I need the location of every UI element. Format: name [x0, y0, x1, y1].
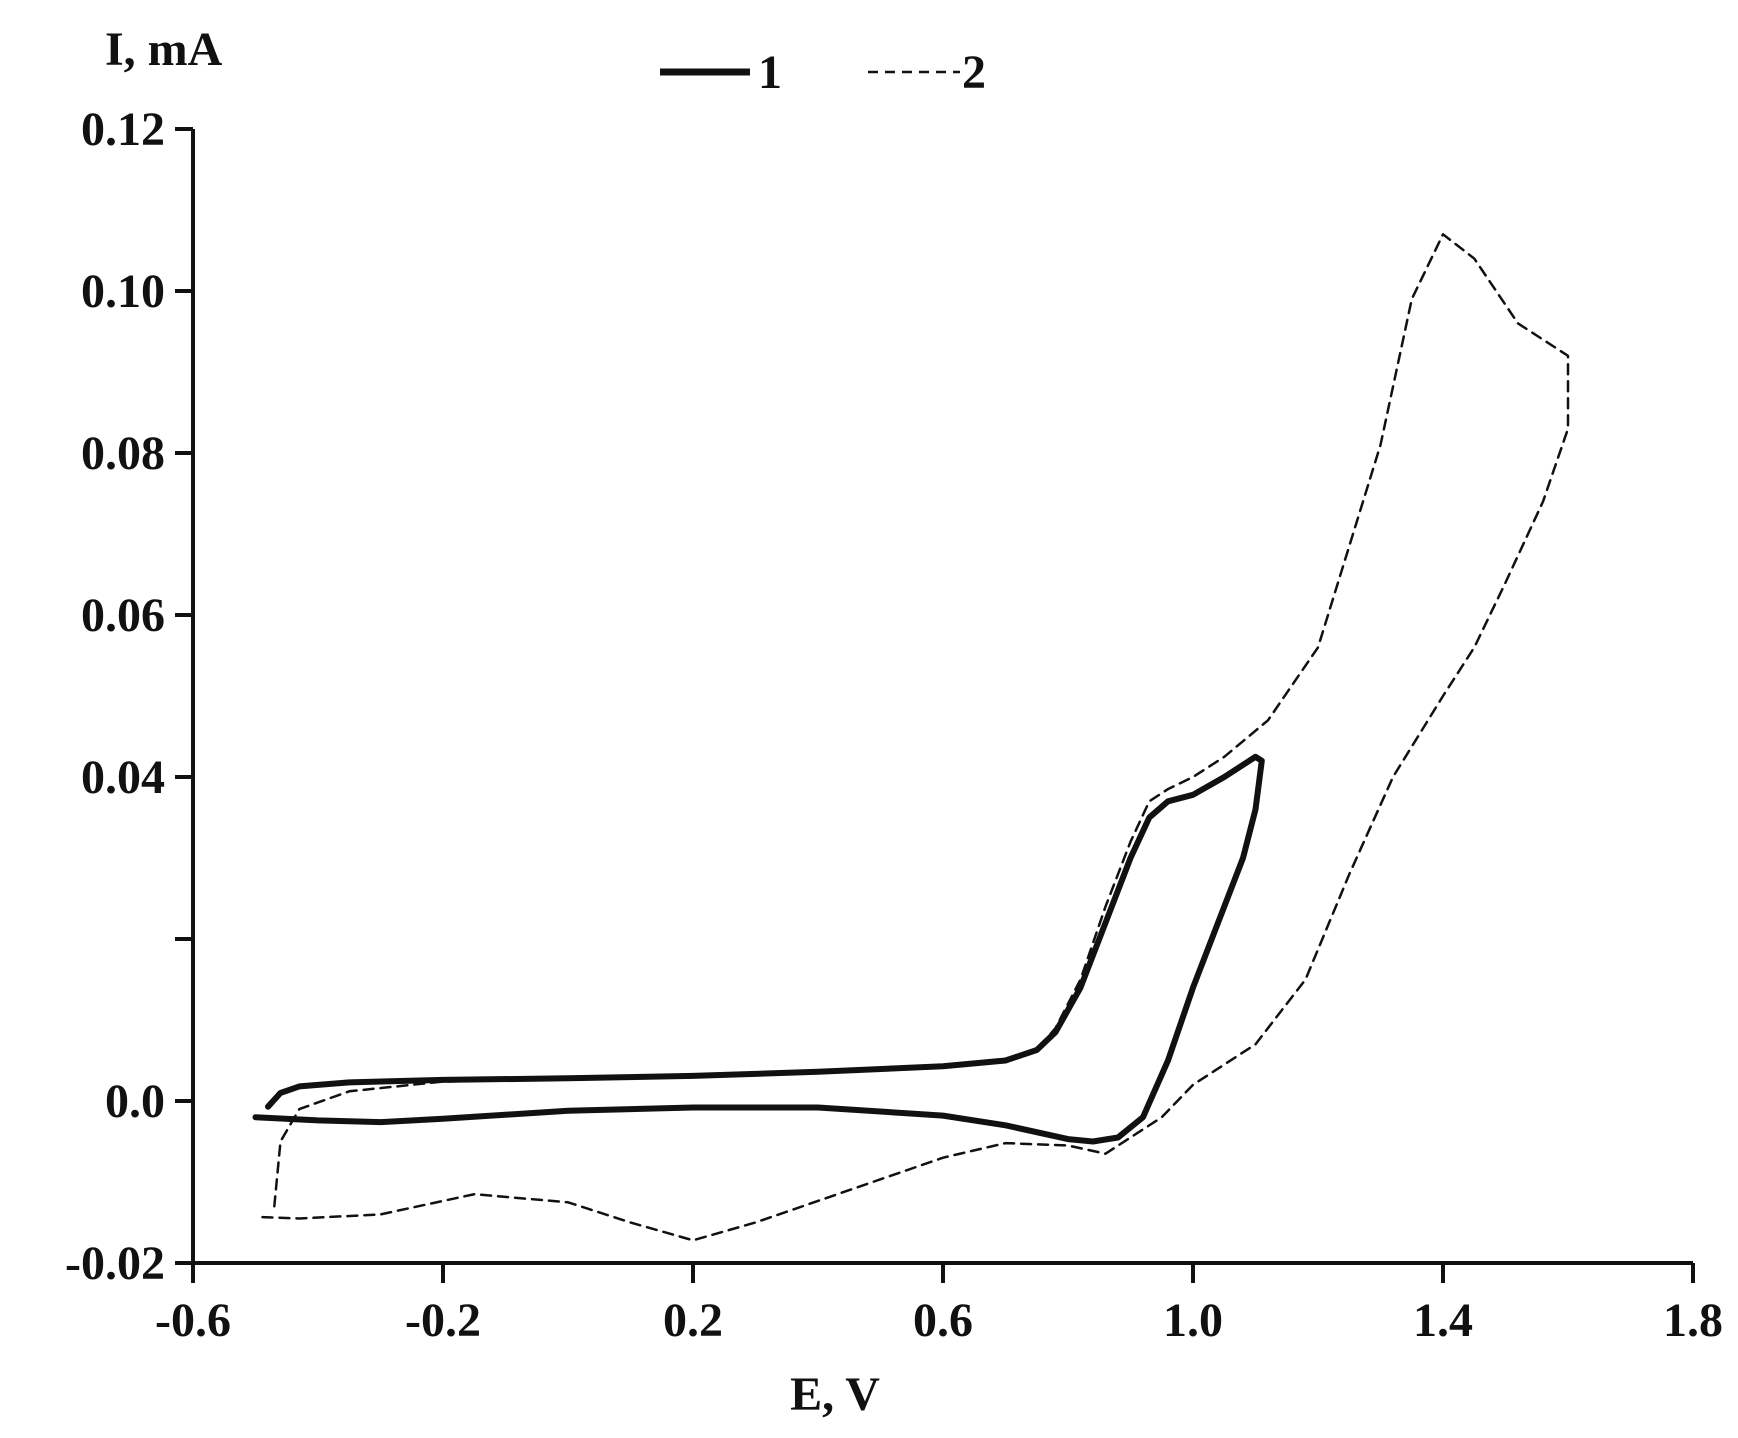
- series-line-1: [252, 753, 1265, 1145]
- x-tick-label: 1.0: [1163, 1294, 1223, 1347]
- y-tick-label: 0.12: [81, 103, 165, 156]
- y-tick-label: 0.0: [105, 1075, 165, 1128]
- tick-marks: [175, 127, 1695, 1283]
- x-tick-label: 0.6: [913, 1294, 973, 1347]
- series-line-2: [254, 233, 1570, 1242]
- legend-label-1: 1: [758, 46, 782, 99]
- x-tick-label: 1.8: [1663, 1294, 1723, 1347]
- x-tick-label: 0.2: [663, 1294, 723, 1347]
- y-tick-label: 0.08: [81, 427, 165, 480]
- x-tick-label: -0.2: [405, 1294, 481, 1347]
- axes: [191, 129, 1693, 1265]
- y-tick-label: 0.04: [81, 751, 165, 804]
- x-axis-label: E, V: [790, 1368, 880, 1421]
- legend-label-2: 2: [962, 46, 986, 99]
- legend: 1 2: [660, 46, 986, 99]
- x-tick-label: -0.6: [155, 1294, 231, 1347]
- series-layer: [252, 233, 1570, 1242]
- x-tick-label: 1.4: [1413, 1294, 1473, 1347]
- y-tick-label: -0.02: [65, 1237, 165, 1290]
- y-tick-label: 0.10: [81, 265, 165, 318]
- y-tick-label: 0.06: [81, 589, 165, 642]
- y-axis-label: I, mA: [105, 23, 223, 76]
- tick-labels: -0.02 0.0 0.04 0.06 0.08 0.10 0.12 -0.6 -0.2 0.2 0…: [65, 103, 1723, 1347]
